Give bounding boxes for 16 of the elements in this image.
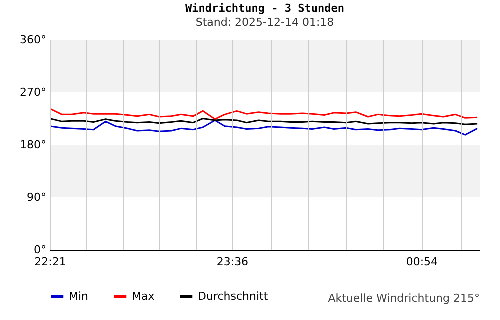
x-tick-label: 00:54 — [406, 256, 438, 268]
y-tick-label: 90° — [27, 191, 46, 204]
line-series — [50, 108, 478, 120]
x-tick-label: 22:21 — [34, 256, 66, 268]
y-tick-label: 270° — [20, 86, 46, 99]
x-tick-label: 23:36 — [216, 256, 249, 268]
legend-label: Min — [69, 290, 89, 303]
y-tick-label: 180° — [20, 138, 46, 152]
y-tick-label: 360° — [20, 34, 46, 46]
chart-title: Windrichtung - 3 Stunden — [186, 2, 344, 15]
legend-label: Durchschnitt — [198, 290, 269, 303]
y-tick-label: 0° — [34, 244, 46, 256]
line-series — [50, 120, 478, 136]
text: Aktuelle Windrichtung 215° — [328, 292, 480, 305]
legend-label: Max — [132, 290, 156, 303]
chart-subtitle: Stand: 2025-12-14 01:18 — [196, 16, 334, 29]
